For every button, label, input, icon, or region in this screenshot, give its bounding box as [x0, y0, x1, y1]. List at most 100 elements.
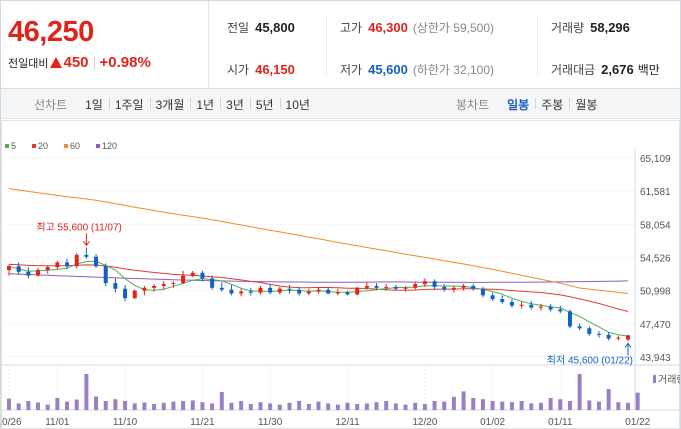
x-tick-label: 12/11: [335, 417, 360, 428]
ma-line-60: [8, 188, 629, 294]
x-tick-label: 11/10: [113, 417, 138, 428]
legend-label: 20: [38, 141, 48, 151]
period-10y[interactable]: 10년: [279, 96, 316, 113]
candle-weekly[interactable]: 주봉: [535, 96, 569, 113]
period-3m[interactable]: 3개월: [149, 96, 191, 113]
candle-body: [258, 287, 263, 293]
x-tick-label: 11/21: [190, 417, 215, 428]
candle-body: [471, 285, 476, 289]
low-annotation: 최저 45,600 (01/22): [547, 354, 633, 366]
volume-bar: [335, 404, 340, 410]
candle-body: [413, 284, 418, 288]
candle-body: [548, 306, 553, 310]
period-1w[interactable]: 1주일: [108, 96, 150, 113]
stat-lower-limit: (하한가 32,100): [412, 63, 495, 77]
candle-body: [65, 262, 70, 267]
period-5y[interactable]: 5년: [249, 96, 280, 113]
legend-swatch: [32, 144, 36, 148]
ma-line-5: [8, 260, 629, 337]
candle-body: [355, 287, 360, 295]
volume-bar: [45, 404, 50, 410]
stat-upper-limit: (상한가 59,500): [412, 21, 495, 35]
candle-body: [74, 254, 79, 267]
volume-bar: [316, 401, 321, 410]
candle-body: [422, 281, 427, 285]
candle-body: [94, 256, 99, 267]
candle-body: [268, 287, 273, 293]
candle-body: [326, 289, 331, 294]
volume-bar: [26, 401, 31, 410]
volume-bar: [210, 403, 215, 410]
candle-body: [171, 283, 176, 285]
volume-bar: [287, 402, 292, 410]
volume-bar: [384, 401, 389, 410]
volume-bar: [277, 404, 282, 410]
candle-body: [200, 272, 205, 279]
y-tick-label: 61,581: [640, 187, 671, 198]
period-1d[interactable]: 1일: [85, 97, 103, 112]
candle-body: [529, 304, 534, 308]
volume-bar: [326, 403, 331, 410]
divider: [326, 15, 327, 75]
volume-bar: [577, 374, 582, 410]
y-tick-label: 54,526: [640, 254, 671, 265]
candle-body: [316, 289, 321, 292]
ma-line-20: [8, 263, 629, 312]
ma-line-120: [8, 273, 629, 283]
candle-monthly[interactable]: 월봉: [569, 96, 603, 113]
candle-body: [393, 286, 398, 289]
legend-swatch: [96, 144, 100, 148]
volume-label: 거래량: [658, 374, 680, 386]
high-annotation: 최고 55,600 (11/07): [36, 221, 122, 233]
x-tick-label: 11/01: [45, 417, 70, 428]
stat-value: 58,296: [590, 20, 630, 35]
volume-bar: [190, 400, 195, 410]
candle-body: [181, 275, 186, 284]
volume-bar: [65, 401, 70, 410]
period-1y[interactable]: 1년: [190, 96, 220, 113]
candle-body: [55, 262, 60, 268]
candle-chart-label: 봉차트: [456, 97, 490, 112]
volume-bar: [345, 402, 350, 410]
x-tick-label: 01/02: [480, 417, 505, 428]
volume-bar: [364, 403, 369, 410]
period-3y[interactable]: 3년: [220, 96, 250, 113]
stat-open: 시가 46,150: [227, 61, 295, 78]
volume-bar: [55, 398, 60, 410]
x-tick-label: 10/26: [1, 417, 22, 428]
legend-label: 120: [102, 141, 117, 151]
candle-body: [45, 267, 50, 270]
volume-bar: [374, 402, 379, 410]
candle-body: [7, 266, 11, 270]
divider: [537, 15, 538, 75]
candle-body: [442, 286, 447, 290]
candle-body: [461, 285, 466, 288]
candle-body: [132, 290, 137, 299]
candlestick-chart: 65,109 61,581 58,054 54,526 50,998 47,470 43,9…: [1, 120, 680, 429]
candle-body: [451, 287, 456, 290]
candle-body: [103, 266, 108, 284]
legend-label: 5: [11, 141, 16, 151]
current-price: 46,250: [8, 16, 94, 48]
candle-body: [36, 269, 41, 276]
candle-body: [277, 288, 282, 293]
stat-value: 2,676: [601, 62, 634, 77]
change-rate: +0.98%: [99, 54, 151, 71]
volume-bar: [248, 404, 253, 410]
candle-body: [297, 289, 302, 294]
candle-body: [229, 289, 234, 294]
x-tick-label: 01/11: [548, 417, 573, 428]
candle-body: [123, 288, 128, 299]
low-arrow-icon: [624, 342, 632, 356]
line-chart-periods: 선차트 1일 1주일 3개월 1년 3년 5년 10년: [34, 89, 316, 119]
stat-volume: 거래량 58,296: [551, 19, 630, 36]
price-stats: 전일 45,800 고가 46,300 (상한가 59,500) 거래량 58,…: [210, 1, 680, 89]
y-tick-label: 50,998: [640, 287, 671, 298]
volume-bar: [509, 402, 514, 410]
volume-bar: [480, 399, 485, 410]
candle-daily[interactable]: 일봉: [507, 97, 530, 112]
candle-body: [577, 326, 582, 329]
price-change: 전일대비 450 +0.98%: [8, 54, 151, 71]
candle-body: [239, 291, 244, 294]
candle-body: [16, 266, 21, 272]
